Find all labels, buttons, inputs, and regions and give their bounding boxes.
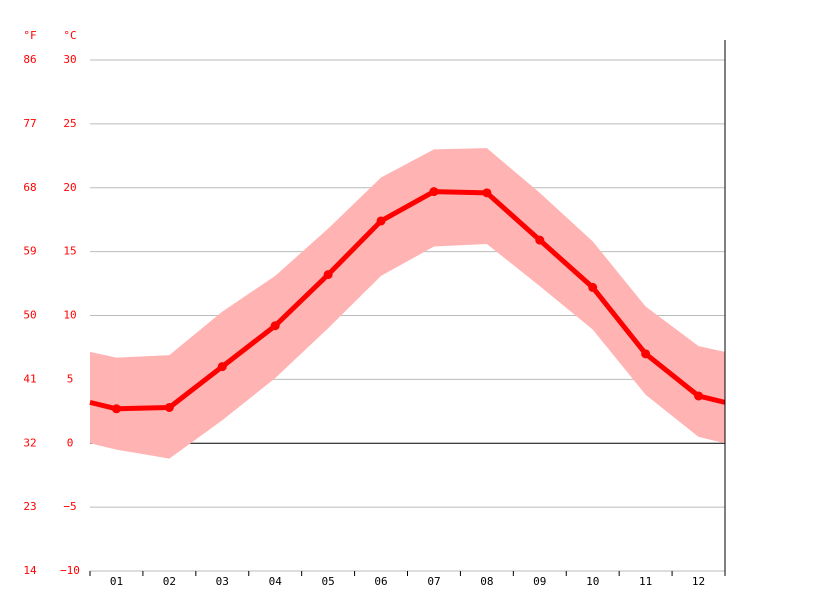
point — [482, 188, 492, 198]
point — [270, 321, 280, 331]
y2-tick-label: 41 — [23, 372, 36, 385]
point — [164, 402, 174, 412]
y2-tick-label: 23 — [23, 500, 36, 513]
x-tick-label: 05 — [322, 575, 335, 588]
y-tick-label: 20 — [63, 181, 76, 194]
y-tick-label: −10 — [60, 564, 80, 577]
point — [429, 187, 439, 197]
line-edge — [89, 393, 726, 412]
x-tick-label: 08 — [480, 575, 493, 588]
y-tick-label: 30 — [63, 53, 76, 66]
point — [111, 404, 121, 414]
x-tick-label: 02 — [163, 575, 176, 588]
x-tick-label: 09 — [533, 575, 546, 588]
y2-tick-label: 14 — [23, 564, 37, 577]
y-tick-label: 25 — [63, 117, 76, 130]
y2-tick-label: 32 — [23, 436, 36, 449]
x-tick-label: 06 — [374, 575, 387, 588]
y2-tick-label: 77 — [23, 117, 36, 130]
y-tick-label: 10 — [63, 309, 76, 322]
y-tick-label: 0 — [67, 436, 74, 449]
x-tick-label: 03 — [216, 575, 229, 588]
x-tick-label: 04 — [269, 575, 283, 588]
x-tick-label: 07 — [427, 575, 440, 588]
point — [641, 349, 651, 359]
point — [694, 391, 704, 401]
point — [323, 270, 333, 280]
y2-tick-label: 59 — [23, 245, 36, 258]
point — [217, 362, 227, 372]
y2-tick-label: 50 — [23, 309, 36, 322]
y-tick-label: 15 — [63, 245, 76, 258]
x-tick-label: 11 — [639, 575, 652, 588]
x-tick-label: 12 — [692, 575, 705, 588]
mean-line — [116, 189, 701, 412]
y2-tick-label: 86 — [23, 53, 36, 66]
point — [588, 282, 598, 292]
y-tick-label: 5 — [67, 372, 74, 385]
x-tick-label: 10 — [586, 575, 599, 588]
point — [535, 235, 545, 245]
range-band — [116, 148, 699, 459]
x-tick-label: 01 — [110, 575, 123, 588]
y2-axis-label: °F — [23, 29, 36, 42]
point — [376, 216, 386, 226]
y2-tick-label: 68 — [23, 181, 36, 194]
y-tick-label: −5 — [63, 500, 76, 513]
band-edge — [698, 346, 725, 444]
band-edge — [90, 351, 117, 450]
y-axis-label: °C — [63, 29, 76, 42]
